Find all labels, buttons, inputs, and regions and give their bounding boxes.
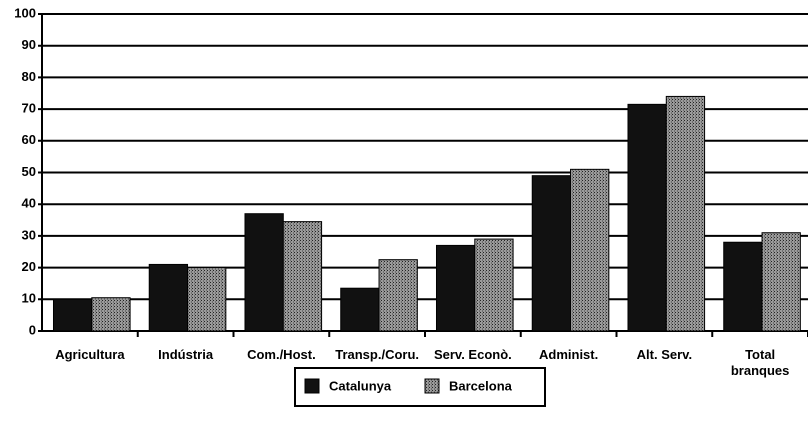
bar <box>531 175 572 332</box>
bar <box>244 213 284 332</box>
y-tick-label: 50 <box>22 164 36 179</box>
y-tick-label: 80 <box>22 69 36 84</box>
bar <box>474 238 514 332</box>
bar <box>435 244 476 332</box>
bar <box>665 95 706 332</box>
x-tick-label: Alt. Serv. <box>636 347 693 362</box>
legend-label: Catalunya <box>329 378 392 393</box>
bar <box>378 259 418 332</box>
x-tick-label: Serv. Econò. <box>433 347 512 362</box>
bar <box>148 263 189 332</box>
x-tick-label: Total branques <box>730 347 790 378</box>
legend-box <box>294 367 546 407</box>
y-tick-label: 70 <box>22 101 36 116</box>
bar <box>52 298 93 332</box>
bar <box>723 241 763 332</box>
x-tick-label: Agricultura <box>55 347 125 362</box>
legend-swatch <box>304 378 320 394</box>
y-tick-label: 40 <box>22 196 36 211</box>
bar <box>570 168 610 332</box>
legend-label: Barcelona <box>449 378 513 393</box>
y-tick-label: 60 <box>22 132 36 147</box>
y-tick-label: 20 <box>22 259 36 274</box>
y-tick-label: 0 <box>29 322 36 337</box>
y-tick-label: 90 <box>22 37 36 52</box>
x-tick-label: Indústria <box>158 347 214 362</box>
bar <box>340 287 380 332</box>
y-tick-label: 100 <box>14 5 36 20</box>
y-tick-label: 30 <box>22 227 36 242</box>
x-tick-label: Transp./Coru. <box>335 347 420 362</box>
legend-swatch <box>424 378 440 394</box>
x-tick-label: Com./Host. <box>247 347 316 362</box>
x-tick-label: Administ. <box>539 347 599 362</box>
bar <box>761 232 801 332</box>
bar <box>282 221 323 332</box>
bar <box>627 103 667 332</box>
bar <box>187 267 227 332</box>
bar <box>91 297 131 332</box>
y-tick-label: 10 <box>22 291 36 306</box>
